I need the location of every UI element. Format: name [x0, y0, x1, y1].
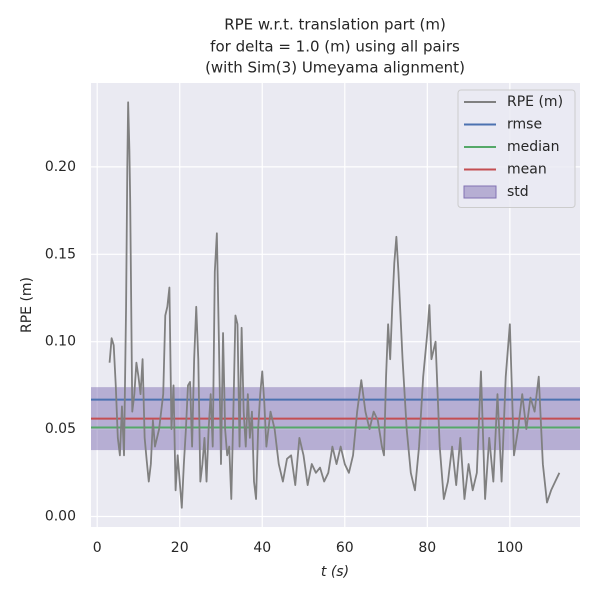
legend-label: RPE (m) — [507, 94, 563, 110]
y-tick-label: 0.20 — [45, 159, 76, 175]
legend-box — [457, 89, 576, 208]
legend-label: rmse — [507, 117, 542, 133]
chart-title: for delta = 1.0 (m) using all pairs — [210, 38, 460, 56]
legend-label: mean — [507, 162, 547, 178]
y-axis-label: RPE (m) — [19, 277, 35, 333]
y-tick-label: 0.15 — [45, 246, 76, 262]
data-line — [108, 101, 561, 509]
chart-title: (with Sim(3) Umeyama alignment) — [205, 59, 465, 77]
legend-label: std — [507, 184, 529, 200]
x-tick-label: 60 — [336, 540, 354, 556]
x-tick-label: 40 — [253, 540, 271, 556]
legend-swatch — [463, 185, 497, 199]
y-tick-label: 0.00 — [45, 509, 76, 525]
y-tick-label: 0.10 — [45, 334, 76, 350]
x-tick-label: 80 — [418, 540, 436, 556]
x-tick-label: 20 — [171, 540, 189, 556]
x-tick-label: 0 — [93, 540, 102, 556]
x-axis-label: t (s) — [321, 564, 349, 580]
y-tick-label: 0.05 — [45, 421, 76, 437]
legend-label: median — [507, 139, 559, 155]
chart-title: RPE w.r.t. translation part (m) — [224, 16, 446, 34]
x-tick-label: 100 — [496, 540, 523, 556]
